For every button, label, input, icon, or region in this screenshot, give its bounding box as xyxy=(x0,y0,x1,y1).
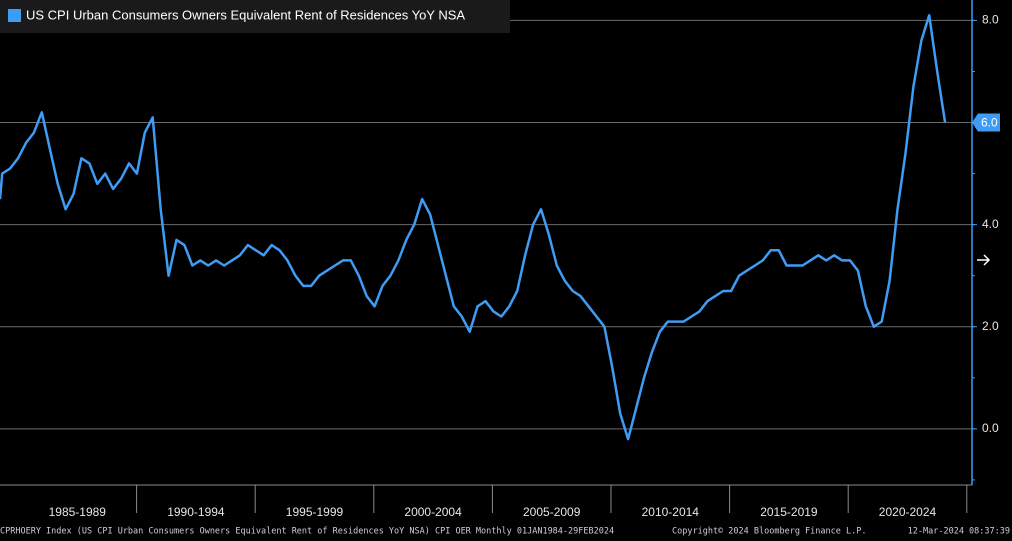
x-tick-label: 2015-2019 xyxy=(760,505,818,519)
last-value-tag xyxy=(972,113,1000,132)
legend-box xyxy=(0,0,510,33)
footer-timestamp: 12-Mar-2024 08:37:39 xyxy=(908,527,1010,537)
line-series xyxy=(0,14,947,441)
y-tick-label: 4.0 xyxy=(982,217,999,231)
y-tick-label: 0.0 xyxy=(982,421,999,435)
x-tick-label: 2020-2024 xyxy=(879,505,937,519)
x-tick-label: 1995-1999 xyxy=(286,505,344,519)
x-tick-label: 1985-1989 xyxy=(49,505,107,519)
footer-source: CPRHOERY Index (US CPI Urban Consumers O… xyxy=(0,527,614,537)
x-tick-label: 2010-2014 xyxy=(642,505,700,519)
arrow-icon[interactable] xyxy=(977,254,991,266)
legend-swatch xyxy=(8,9,21,22)
x-tick-label: 2005-2009 xyxy=(523,505,581,519)
legend-label: US CPI Urban Consumers Owners Equivalent… xyxy=(26,7,465,22)
y-tick-label: 8.0 xyxy=(982,13,999,27)
last-value-label: 6.0 xyxy=(981,116,998,130)
x-tick-label: 2000-2004 xyxy=(404,505,462,519)
x-tick-label: 1990-1994 xyxy=(167,505,225,519)
plot: 6.0 xyxy=(0,14,1000,441)
y-tick-label: 2.0 xyxy=(982,319,999,333)
footer-copyright: Copyright© 2024 Bloomberg Finance L.P. xyxy=(672,527,866,537)
